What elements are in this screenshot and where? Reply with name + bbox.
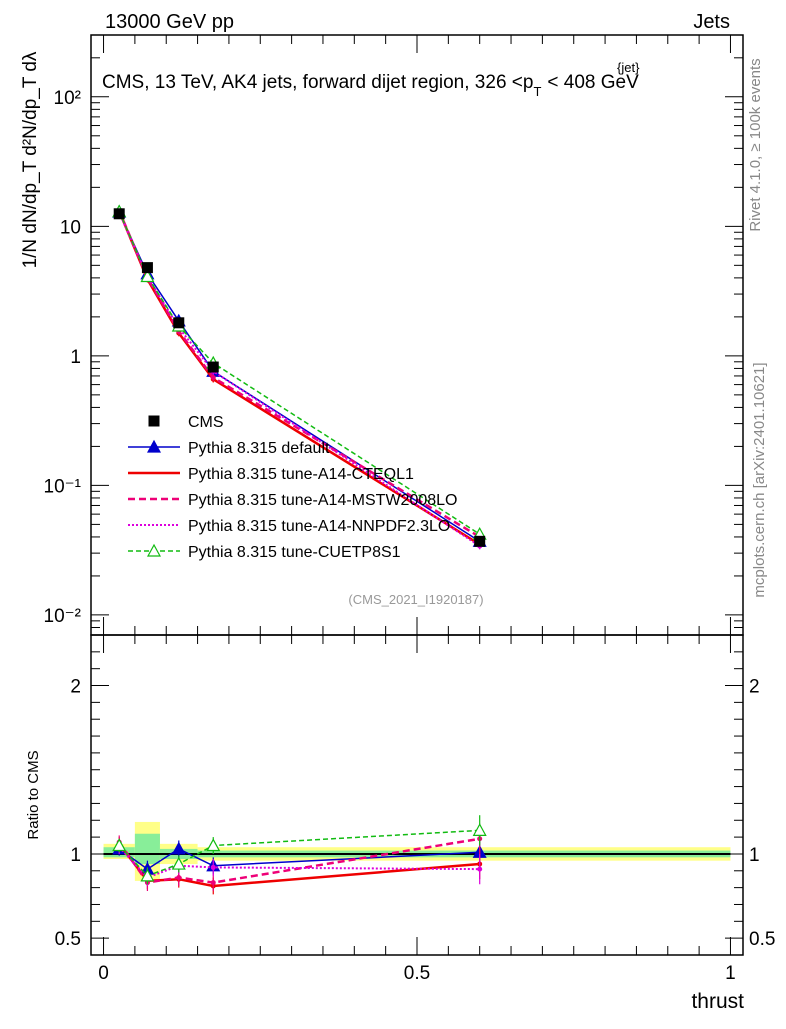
ratio-xticks: 0 0.5 1 xyxy=(98,635,736,984)
main-series xyxy=(112,204,487,550)
y-tick-label: 10² xyxy=(54,88,81,109)
main-xticks xyxy=(103,35,731,635)
ratio-point xyxy=(477,866,483,872)
legend: CMS Pythia 8.315 default Pythia 8.315 tune… xyxy=(128,414,457,561)
series-mstw xyxy=(116,207,483,541)
series-cms xyxy=(113,208,486,547)
ratio-point xyxy=(210,880,216,886)
main-ylabel: 1/N dN/dp_T d²N/dp_T dλ xyxy=(20,51,41,268)
x-tick-label: 0 xyxy=(98,963,109,984)
legend-label: Pythia 8.315 default xyxy=(188,440,330,457)
title-sub: T xyxy=(533,84,541,99)
ratio-yticks: 0.5 0.5 1 1 2 2 xyxy=(55,651,775,950)
ratio-point xyxy=(112,838,127,852)
legend-marker xyxy=(148,415,160,427)
main-title: CMS, 13 TeV, AK4 jets, forward dijet reg… xyxy=(102,72,639,99)
ratio-point xyxy=(171,856,186,870)
ratio-y-label: 1 xyxy=(70,845,81,866)
header-left: 13000 GeV pp xyxy=(105,11,234,33)
header-right: Jets xyxy=(693,11,730,33)
ratio-point xyxy=(206,838,221,852)
legend-item-default: Pythia 8.315 default xyxy=(128,439,330,457)
legend-item-mstw: Pythia 8.315 tune-A14-MSTW2008LO xyxy=(128,492,457,509)
cms-point xyxy=(207,361,219,373)
legend-label: Pythia 8.315 tune-A14-CTEQL1 xyxy=(188,466,414,483)
title-sup: {jet} xyxy=(617,60,640,75)
ratio-y-label-right: 2 xyxy=(749,677,760,698)
legend-label: Pythia 8.315 tune-A14-NNPDF2.3LO xyxy=(188,518,450,535)
main-panel: 10⁻² 10⁻¹ 1 10 10² CMS, 13 TeV, AK4 jets, fo… xyxy=(44,34,744,636)
legend-item-cteql1: Pythia 8.315 tune-A14-CTEQL1 xyxy=(128,466,414,483)
data-point xyxy=(210,375,216,381)
ratio-series xyxy=(112,815,487,895)
x-tick-label: 0.5 xyxy=(404,963,430,984)
ratio-y-label: 0.5 xyxy=(55,929,81,950)
cms-point xyxy=(113,208,125,220)
legend-marker xyxy=(146,543,162,557)
y-tick-label: 10 xyxy=(60,217,81,238)
band-green xyxy=(134,833,160,865)
ratio-frame xyxy=(90,634,744,956)
title-end: < 408 GeV xyxy=(547,72,639,93)
ratio-y-label: 2 xyxy=(70,677,81,698)
legend-item-nnpdf: Pythia 8.315 tune-A14-NNPDF2.3LO xyxy=(128,518,450,535)
legend-item-cuetp8s1: Pythia 8.315 tune-CUETP8S1 xyxy=(128,543,401,561)
ratio-point xyxy=(210,864,216,870)
main-yticks: 10⁻² 10⁻¹ 1 10 10² xyxy=(44,34,743,636)
legend-item-cms: CMS xyxy=(148,414,224,431)
y-tick-label: 1 xyxy=(70,347,81,368)
x-tick-label: 1 xyxy=(725,963,736,984)
cms-point xyxy=(141,262,153,274)
ratio-point xyxy=(171,841,186,855)
title-main: CMS, 13 TeV, AK4 jets, forward dijet reg… xyxy=(102,72,533,93)
ratio-point xyxy=(472,823,487,836)
ratio-point xyxy=(140,868,155,882)
cms-point xyxy=(173,317,185,329)
ratio-bands xyxy=(103,821,731,881)
cms-point xyxy=(474,535,486,547)
series-line xyxy=(118,210,481,539)
series-line xyxy=(118,211,481,535)
ratio-panel: 0.5 0.51 12 2 0 0.5 1 Ratio to CMS xyxy=(25,634,775,984)
xlabel: thrust xyxy=(691,990,744,1013)
legend-label: CMS xyxy=(188,414,224,431)
legend-label: Pythia 8.315 tune-CUETP8S1 xyxy=(188,544,401,561)
data-point xyxy=(140,269,155,283)
legend-marker xyxy=(146,439,162,453)
y-tick-label: 10⁻¹ xyxy=(44,476,82,497)
ratio-ylabel: Ratio to CMS xyxy=(25,750,42,839)
series-cuetp8s1 xyxy=(112,204,487,540)
ratio-y-label-right: 0.5 xyxy=(749,929,775,950)
analysis-tag: (CMS_2021_I1920187) xyxy=(348,592,483,607)
mcplots-label: mcplots.cern.ch [arXiv:2401.10621] xyxy=(751,362,768,597)
ratio-y-label-right: 1 xyxy=(749,845,760,866)
legend-label: Pythia 8.315 tune-A14-MSTW2008LO xyxy=(188,492,457,509)
ratio-series-cuetp8s1 xyxy=(112,815,487,885)
y-tick-label: 10⁻² xyxy=(44,606,82,627)
rivet-label: Rivet 4.1.0, ≥ 100k events xyxy=(747,58,764,231)
ratio-point xyxy=(176,875,182,881)
